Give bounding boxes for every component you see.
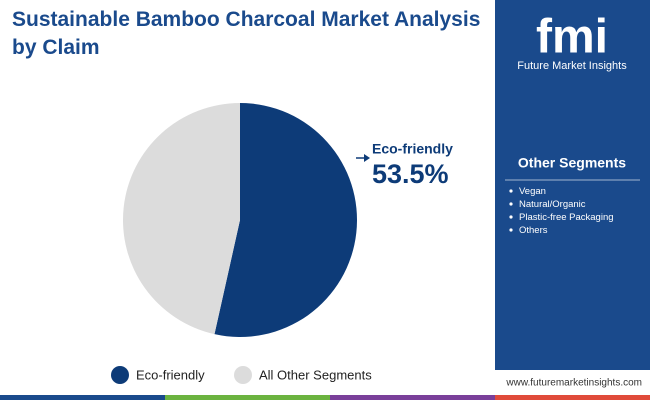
pie-slice (214, 103, 358, 338)
callout-arrow (364, 154, 370, 162)
brand-name: Future Market Insights (517, 60, 627, 72)
legend-swatch (234, 366, 252, 384)
segment-item: Natural/Organic (519, 199, 586, 210)
bullet (509, 202, 513, 206)
segment-item: Vegan (519, 186, 546, 197)
strip (165, 395, 330, 400)
callout-label: Eco-friendly (372, 141, 453, 157)
bullet (509, 215, 513, 219)
pie-slice (123, 103, 240, 335)
legend-label: Eco-friendly (136, 367, 205, 382)
side-panel (495, 0, 650, 370)
bullet (509, 189, 513, 193)
chart-title: Sustainable Bamboo Charcoal Market Analy… (12, 8, 481, 59)
url: www.futuremarketinsights.com (505, 378, 642, 389)
legend-label: All Other Segments (259, 367, 372, 382)
strip (0, 395, 165, 400)
segment-item: Others (519, 225, 548, 236)
strip (330, 395, 495, 400)
logo: fmi (536, 11, 608, 64)
legend-swatch (111, 366, 129, 384)
callout-value: 53.5% (372, 159, 449, 189)
segment-item: Plastic-free Packaging (519, 212, 614, 223)
strip (495, 395, 650, 400)
segments-title: Other Segments (518, 155, 626, 171)
bullet (509, 228, 513, 232)
